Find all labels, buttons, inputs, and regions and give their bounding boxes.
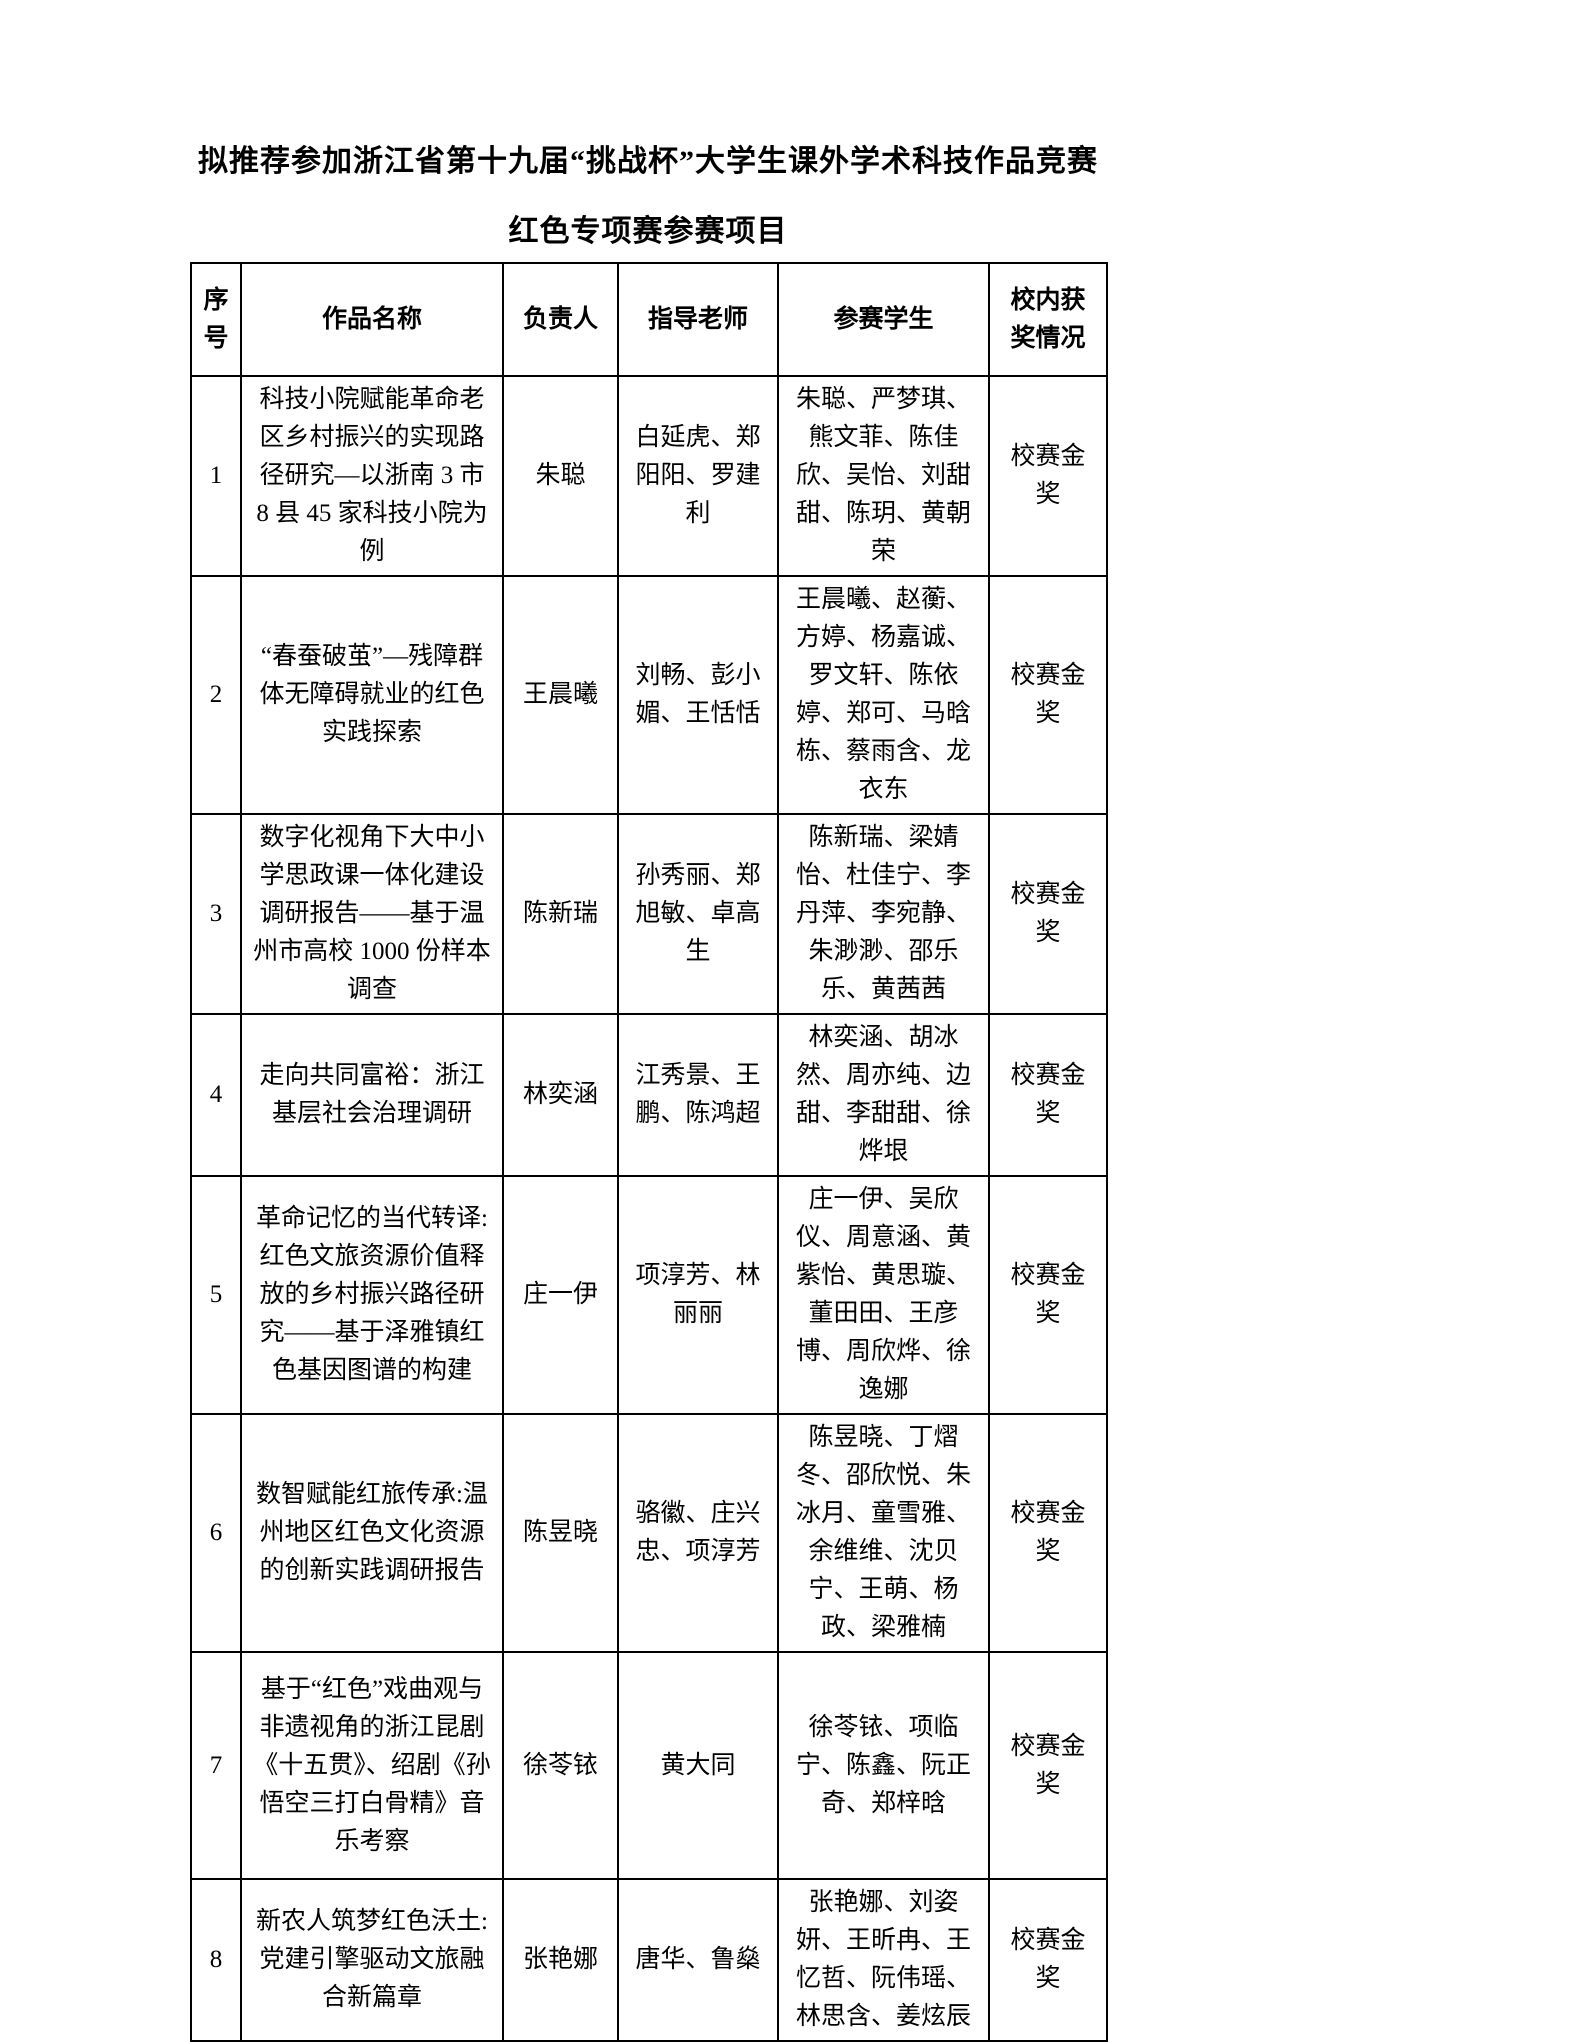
cell-serial-number: 1	[190, 375, 242, 577]
cell-leader: 庄一伊	[502, 1175, 619, 1415]
cell-leader: 张艳娜	[502, 1878, 619, 2042]
cell-students: 徐苓铱、项临宁、陈鑫、阮正奇、郑梓晗	[777, 1651, 990, 1880]
table-header-row: 序号 作品名称 负责人 指导老师 参赛学生 校内获奖情况	[190, 262, 1108, 377]
cell-award: 校赛金奖	[988, 575, 1108, 815]
cell-work-title: 走向共同富裕：浙江基层社会治理调研	[240, 1013, 504, 1177]
table-row: 8 新农人筑梦红色沃土:党建引擎驱动文旅融合新篇章 张艳娜 唐华、鲁燊 张艳娜、…	[190, 1878, 1108, 2042]
projects-table: 序号 作品名称 负责人 指导老师 参赛学生 校内获奖情况 1 科技小院赋能革命老…	[190, 262, 1108, 2042]
cell-students: 陈新瑞、梁婧怡、杜佳宁、李丹萍、李宛静、朱渺渺、邵乐乐、黄茜茜	[777, 813, 990, 1015]
cell-students: 张艳娜、刘姿妍、王昕冉、王忆哲、阮伟瑶、林思含、姜炫辰	[777, 1878, 990, 2042]
cell-work-title: 数智赋能红旅传承:温州地区红色文化资源的创新实践调研报告	[240, 1413, 504, 1653]
cell-advisors: 唐华、鲁燊	[617, 1878, 779, 2042]
cell-serial-number: 4	[190, 1013, 242, 1177]
document-title-line1: 拟推荐参加浙江省第十九届“挑战杯”大学生课外学术科技作品竞赛	[198, 145, 1098, 178]
cell-advisors: 江秀景、王鹏、陈鸿超	[617, 1013, 779, 1177]
cell-advisors: 孙秀丽、郑旭敏、卓高生	[617, 813, 779, 1015]
cell-work-title: 新农人筑梦红色沃土:党建引擎驱动文旅融合新篇章	[240, 1878, 504, 2042]
cell-serial-number: 3	[190, 813, 242, 1015]
cell-students: 陈昱晓、丁熠冬、邵欣悦、朱冰月、童雪雅、余维维、沈贝宁、王萌、杨政、梁雅楠	[777, 1413, 990, 1653]
cell-award: 校赛金奖	[988, 1651, 1108, 1880]
document-title-line2: 红色专项赛参赛项目	[508, 215, 788, 248]
cell-work-title: 数字化视角下大中小学思政课一体化建设调研报告——基于温州市高校 1000 份样本…	[240, 813, 504, 1015]
cell-award: 校赛金奖	[988, 1878, 1108, 2042]
cell-serial-number: 7	[190, 1651, 242, 1880]
table-row: 7 基于“红色”戏曲观与非遗视角的浙江昆剧《十五贯》、绍剧《孙悟空三打白骨精》音…	[190, 1651, 1108, 1880]
header-advisors: 指导老师	[617, 262, 779, 377]
cell-work-title: 革命记忆的当代转译:红色文旅资源价值释放的乡村振兴路径研究——基于泽雅镇红色基因…	[240, 1175, 504, 1415]
cell-award: 校赛金奖	[988, 1013, 1108, 1177]
cell-award: 校赛金奖	[988, 1413, 1108, 1653]
cell-advisors: 刘畅、彭小媚、王恬恬	[617, 575, 779, 815]
cell-award: 校赛金奖	[988, 375, 1108, 577]
header-leader: 负责人	[502, 262, 619, 377]
cell-award: 校赛金奖	[988, 813, 1108, 1015]
cell-students: 庄一伊、吴欣仪、周意涵、黄紫怡、黄思璇、董田田、王彦博、周欣烨、徐逸娜	[777, 1175, 990, 1415]
table-row: 6 数智赋能红旅传承:温州地区红色文化资源的创新实践调研报告 陈昱晓 骆徽、庄兴…	[190, 1413, 1108, 1653]
cell-work-title: 科技小院赋能革命老区乡村振兴的实现路径研究—以浙南 3 市 8 县 45 家科技…	[240, 375, 504, 577]
cell-leader: 朱聪	[502, 375, 619, 577]
cell-leader: 陈昱晓	[502, 1413, 619, 1653]
header-work-title: 作品名称	[240, 262, 504, 377]
cell-leader: 徐苓铱	[502, 1651, 619, 1880]
cell-work-title: “春蚕破茧”—残障群体无障碍就业的红色实践探索	[240, 575, 504, 815]
cell-serial-number: 8	[190, 1878, 242, 2042]
cell-advisors: 黄大同	[617, 1651, 779, 1880]
header-award: 校内获奖情况	[988, 262, 1108, 377]
cell-advisors: 项淳芳、林丽丽	[617, 1175, 779, 1415]
table-row: 5 革命记忆的当代转译:红色文旅资源价值释放的乡村振兴路径研究——基于泽雅镇红色…	[190, 1175, 1108, 1415]
header-serial-number: 序号	[190, 262, 242, 377]
table-row: 4 走向共同富裕：浙江基层社会治理调研 林奕涵 江秀景、王鹏、陈鸿超 林奕涵、胡…	[190, 1013, 1108, 1177]
cell-serial-number: 2	[190, 575, 242, 815]
cell-serial-number: 5	[190, 1175, 242, 1415]
cell-students: 林奕涵、胡冰然、周亦纯、边甜、李甜甜、徐烨垠	[777, 1013, 990, 1177]
cell-leader: 王晨曦	[502, 575, 619, 815]
table-row: 1 科技小院赋能革命老区乡村振兴的实现路径研究—以浙南 3 市 8 县 45 家…	[190, 375, 1108, 577]
cell-advisors: 骆徽、庄兴忠、项淳芳	[617, 1413, 779, 1653]
document-page: 拟推荐参加浙江省第十九届“挑战杯”大学生课外学术科技作品竞赛 红色专项赛参赛项目…	[190, 145, 1108, 2042]
table-row: 3 数字化视角下大中小学思政课一体化建设调研报告——基于温州市高校 1000 份…	[190, 813, 1108, 1015]
cell-serial-number: 6	[190, 1413, 242, 1653]
cell-leader: 林奕涵	[502, 1013, 619, 1177]
header-students: 参赛学生	[777, 262, 990, 377]
cell-work-title: 基于“红色”戏曲观与非遗视角的浙江昆剧《十五贯》、绍剧《孙悟空三打白骨精》音乐考…	[240, 1651, 504, 1880]
table-row: 2 “春蚕破茧”—残障群体无障碍就业的红色实践探索 王晨曦 刘畅、彭小媚、王恬恬…	[190, 575, 1108, 815]
cell-students: 王晨曦、赵蘅、方婷、杨嘉诚、罗文轩、陈依婷、郑可、马晗栋、蔡雨含、龙衣东	[777, 575, 990, 815]
cell-award: 校赛金奖	[988, 1175, 1108, 1415]
cell-students: 朱聪、严梦琪、熊文菲、陈佳欣、吴怡、刘甜甜、陈玥、黄朝荣	[777, 375, 990, 577]
cell-leader: 陈新瑞	[502, 813, 619, 1015]
cell-advisors: 白延虎、郑阳阳、罗建利	[617, 375, 779, 577]
